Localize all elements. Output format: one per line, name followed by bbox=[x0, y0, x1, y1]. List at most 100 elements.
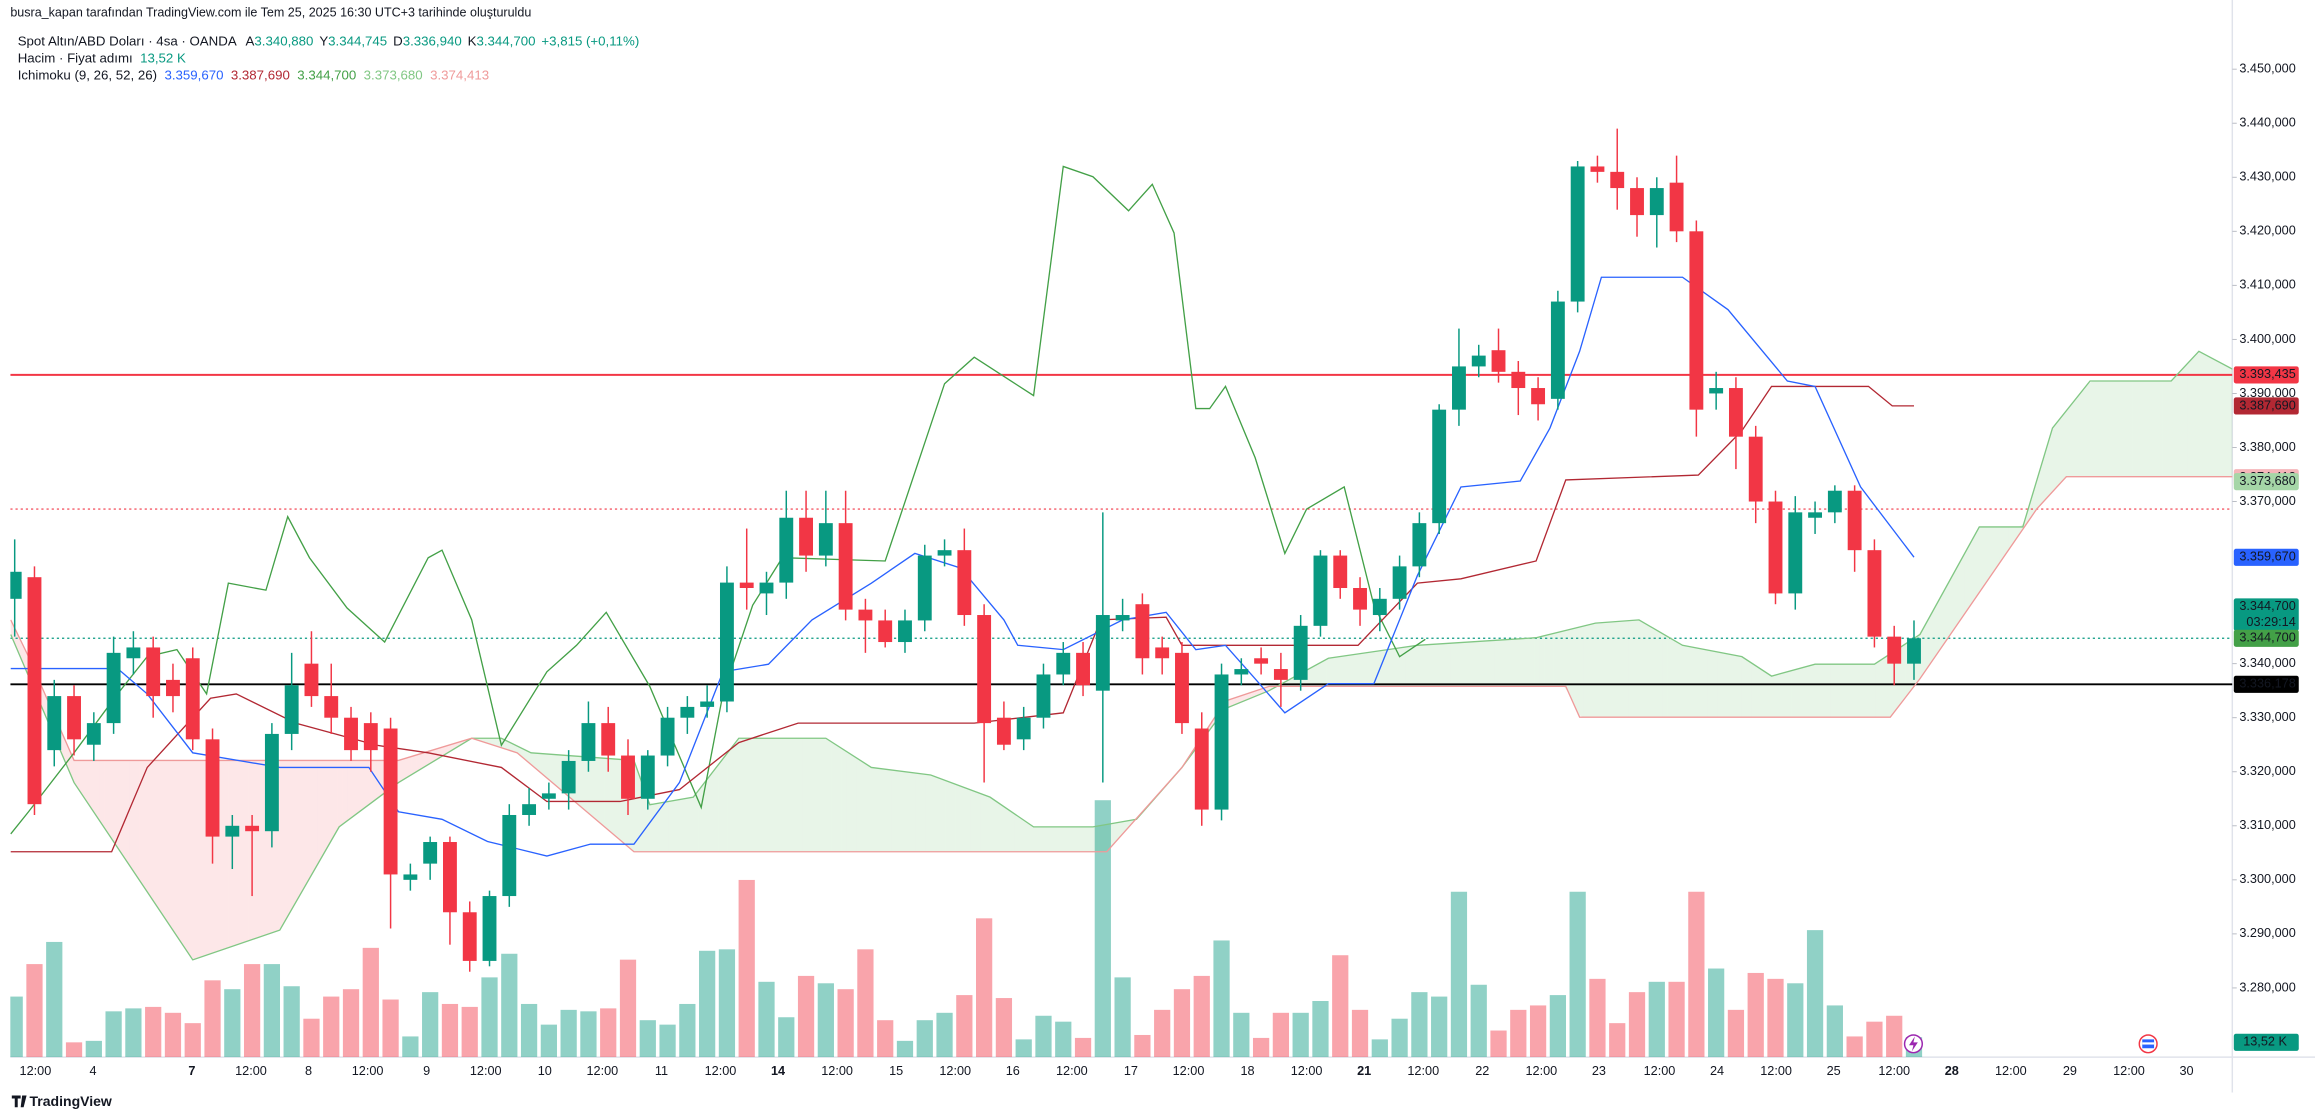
volume-bar bbox=[1727, 1009, 1745, 1058]
cloud-fill bbox=[554, 754, 560, 789]
cloud-fill bbox=[2043, 441, 2049, 502]
cloud-fill bbox=[999, 803, 1005, 852]
volume-name: Hacim · Fiyat adımı bbox=[18, 50, 133, 65]
y-tick-label: 3.430,000 bbox=[2239, 170, 2295, 184]
cloud-fill bbox=[2013, 526, 2019, 543]
cloud-fill bbox=[297, 760, 303, 900]
cloud-fill bbox=[579, 756, 585, 810]
cloud-fill bbox=[2038, 457, 2044, 507]
cloud-fill bbox=[727, 745, 733, 852]
candle-body bbox=[996, 717, 1011, 745]
volume-bar bbox=[976, 918, 993, 1058]
cloud-fill bbox=[1850, 664, 1856, 718]
plot-area bbox=[10, 128, 2233, 1058]
alert-icon-glyph bbox=[1908, 1036, 1918, 1052]
cloud-fill bbox=[1450, 642, 1455, 687]
volume-bar bbox=[1173, 989, 1191, 1058]
cloud-fill bbox=[1267, 686, 1272, 692]
cloud-fill bbox=[356, 760, 362, 814]
cloud-fill bbox=[633, 760, 639, 852]
cloud-fill bbox=[1484, 640, 1490, 687]
candle-body bbox=[185, 658, 200, 740]
cloud-fill bbox=[347, 760, 353, 821]
cloud-fill bbox=[302, 760, 308, 891]
price-label-box bbox=[2233, 548, 2299, 566]
volume-bar bbox=[1252, 1037, 1270, 1058]
x-tick-label: 18 bbox=[1240, 1064, 1254, 1078]
candle-body bbox=[1194, 728, 1209, 810]
cloud-fill bbox=[1939, 589, 1945, 651]
chikou-line bbox=[10, 165, 1426, 835]
cloud-fill bbox=[164, 760, 170, 925]
chart-icons[interactable] bbox=[1903, 1034, 2158, 1054]
candle-body bbox=[917, 555, 932, 621]
x-tick-label: 11 bbox=[655, 1064, 668, 1078]
cloud-fill bbox=[317, 760, 323, 865]
cloud-fill bbox=[589, 757, 595, 819]
cloud-fill bbox=[678, 798, 684, 852]
price-label: 3.393,435 bbox=[2239, 367, 2295, 381]
candle-body bbox=[1095, 615, 1110, 691]
cloud-fill bbox=[193, 760, 199, 960]
y-tick-label: 3.410,000 bbox=[2239, 278, 2295, 292]
volume-bar bbox=[1154, 1009, 1171, 1058]
volume-bar bbox=[382, 999, 399, 1058]
cloud-fill bbox=[742, 738, 748, 852]
candle-body bbox=[1610, 171, 1625, 189]
volume-bar bbox=[600, 1008, 617, 1058]
ohlc-key: A bbox=[246, 33, 255, 48]
cloud-fill bbox=[1687, 646, 1693, 718]
cloud-fill bbox=[1613, 621, 1619, 718]
cloud-fill bbox=[955, 784, 961, 852]
cloud-fill bbox=[119, 760, 125, 858]
x-tick-label: 8 bbox=[305, 1064, 312, 1078]
cloud-fill bbox=[89, 760, 95, 814]
cloud-fill bbox=[1875, 660, 1881, 718]
y-tick-label: 3.370,000 bbox=[2239, 494, 2295, 508]
cloud-fill bbox=[901, 771, 906, 852]
x-tick-label: 12:00 bbox=[352, 1064, 384, 1078]
cloud-fill bbox=[1405, 646, 1411, 687]
candle-body bbox=[1254, 658, 1269, 664]
candle-body bbox=[937, 550, 952, 556]
cloud-fill bbox=[1464, 641, 1470, 687]
cloud-fill bbox=[1830, 664, 1836, 718]
candle-body bbox=[126, 647, 141, 659]
cloud-fill bbox=[1692, 647, 1698, 718]
volume-bar bbox=[877, 1020, 894, 1058]
cloud-fill bbox=[1618, 621, 1624, 718]
cloud-fill bbox=[2127, 381, 2133, 477]
ohlc-key: D bbox=[393, 33, 403, 48]
cloud-fill bbox=[188, 760, 194, 960]
cloud-fill bbox=[450, 743, 456, 751]
cloud-fill bbox=[253, 760, 259, 940]
cloud-fill bbox=[544, 753, 550, 781]
candle-body bbox=[1531, 388, 1546, 405]
cloud-fill bbox=[60, 728, 66, 762]
cloud-fill bbox=[416, 753, 422, 772]
cloud-fill bbox=[1999, 526, 2005, 564]
cloud-fill bbox=[322, 760, 328, 857]
volume-bar bbox=[817, 983, 834, 1058]
candle-body bbox=[1333, 555, 1348, 589]
cloud-fill bbox=[2191, 353, 2197, 477]
ichimoku-value: 3.359,670 bbox=[164, 67, 223, 82]
cloud-fill bbox=[1059, 826, 1065, 852]
cloud-fill bbox=[985, 795, 991, 852]
cloud-fill bbox=[1430, 644, 1436, 687]
cloud-fill bbox=[604, 758, 610, 831]
volume-bar bbox=[1589, 978, 1606, 1058]
volume-bar bbox=[481, 977, 498, 1058]
candle-body bbox=[1689, 231, 1704, 410]
candle-body bbox=[799, 517, 814, 556]
cloud-fill bbox=[228, 760, 234, 948]
cloud-fill bbox=[1786, 670, 1792, 718]
volume-bar bbox=[1747, 972, 1764, 1058]
x-tick-label: 12:00 bbox=[1056, 1064, 1088, 1078]
cloud-fill bbox=[1929, 607, 1935, 665]
cloud-fill bbox=[2088, 381, 2094, 477]
cloud-fill bbox=[1934, 598, 1940, 658]
price-label: 3.344,700 bbox=[2239, 599, 2295, 613]
candle-body bbox=[1313, 555, 1328, 626]
